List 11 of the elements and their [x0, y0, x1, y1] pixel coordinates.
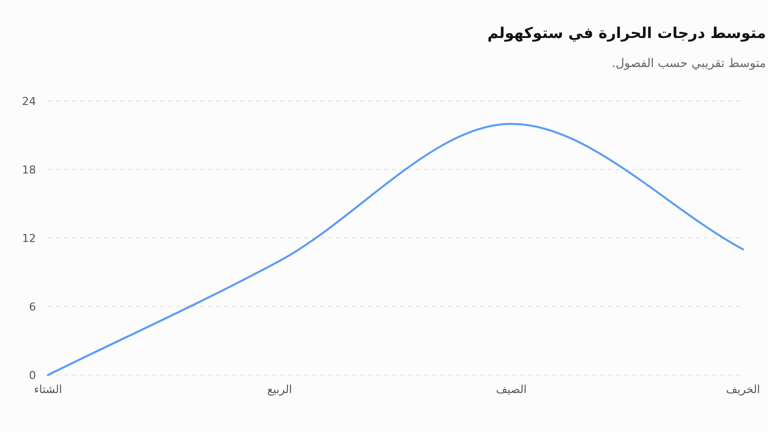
y-tick-label: 18 [22, 164, 36, 176]
y-tick-label: 0 [29, 369, 36, 382]
subtitle: متوسط تقريبي حسب الفصول. [612, 56, 766, 70]
title: متوسط درجات الحرارة في ستوكهولم [487, 24, 766, 42]
x-tick-label: الشتاء [34, 383, 62, 396]
y-tick-label: 24 [22, 95, 36, 108]
y-tick-label: 6 [29, 300, 36, 314]
x-tick-label: الربيع [267, 383, 292, 396]
x-tick-label: الصيف [496, 383, 527, 396]
x-tick-label: الخريف [726, 383, 760, 396]
y-tick-label: 12 [22, 232, 36, 245]
